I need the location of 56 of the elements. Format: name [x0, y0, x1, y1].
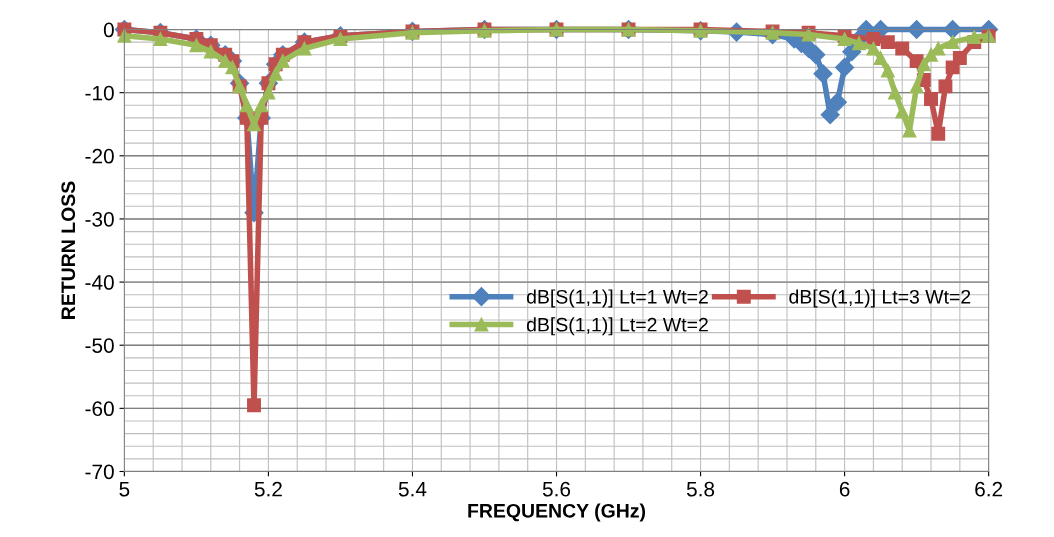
x-tick-label: 6.2	[975, 481, 1003, 497]
point	[938, 79, 953, 94]
x-tick-label: 5.2	[254, 481, 282, 497]
point	[225, 60, 240, 75]
point	[924, 47, 938, 62]
point	[837, 32, 852, 46]
point	[880, 35, 895, 50]
y-tick-label: 0	[103, 22, 114, 38]
point	[924, 92, 938, 106]
point	[254, 98, 269, 113]
point	[239, 98, 254, 113]
point	[852, 36, 866, 51]
point	[895, 104, 910, 119]
point	[261, 85, 276, 100]
point	[931, 126, 946, 141]
point	[275, 54, 290, 69]
point	[880, 63, 895, 78]
x-axis-title: FREQUENCY (GHz)	[468, 503, 646, 522]
point	[806, 45, 826, 65]
legend-label: dB[S(1,1)] Lt=1 Wt=2	[526, 289, 708, 308]
point	[117, 28, 132, 43]
point	[333, 32, 348, 46]
point	[967, 30, 982, 45]
x-tick-label: 5.8	[686, 481, 715, 497]
x-tick-label: 5.4	[398, 481, 427, 497]
point	[888, 85, 902, 100]
point	[952, 51, 967, 65]
y-tick-label: -30	[85, 211, 114, 227]
point	[873, 51, 888, 65]
y-tick-label: -10	[85, 85, 114, 101]
x-tick-label: 5.6	[542, 481, 571, 497]
y-axis-title: RETURN LOSS	[61, 181, 76, 319]
point	[895, 41, 910, 56]
point	[297, 41, 312, 56]
y-tick-label: -60	[85, 401, 114, 417]
y-tick-label: -50	[85, 338, 114, 353]
point	[153, 32, 168, 46]
point	[827, 92, 847, 112]
point	[866, 41, 881, 56]
y-tick-label: -40	[85, 275, 114, 290]
x-tick-label: 5	[119, 481, 130, 497]
point	[203, 44, 218, 59]
y-tick-label: -20	[85, 148, 114, 164]
legend-label: dB[S(1,1)] Lt=2 Wt=2	[526, 317, 708, 336]
point	[813, 64, 833, 84]
x-tick-label: 6	[839, 481, 850, 497]
point	[835, 57, 855, 77]
point	[945, 35, 960, 50]
legend-label: dB[S(1,1)] Lt=3 Wt=2	[789, 289, 971, 308]
point	[247, 398, 261, 413]
point	[916, 57, 931, 72]
point	[268, 66, 283, 81]
point	[909, 79, 924, 94]
y-tick-label: -70	[85, 464, 114, 480]
point	[189, 38, 204, 53]
point	[820, 105, 840, 125]
